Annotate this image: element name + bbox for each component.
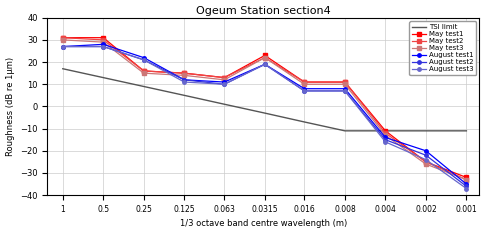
- TSI limit: [301, 121, 307, 123]
- August test2: [261, 63, 267, 66]
- August test2: [463, 185, 469, 188]
- TSI limit: [422, 129, 428, 132]
- August test2: [301, 90, 307, 92]
- August test2: [60, 45, 65, 48]
- August test2: [382, 138, 388, 141]
- May test2: [181, 72, 187, 75]
- August test2: [181, 78, 187, 81]
- August test1: [60, 45, 65, 48]
- May test3: [261, 56, 267, 59]
- May test2: [261, 56, 267, 59]
- August test1: [463, 183, 469, 186]
- May test3: [422, 163, 428, 165]
- August test1: [261, 63, 267, 66]
- TSI limit: [463, 129, 469, 132]
- August test1: [301, 87, 307, 90]
- Legend: TSI limit, May test1, May test2, May test3, August test1, August test2, August t: TSI limit, May test1, May test2, May tes…: [408, 21, 475, 75]
- May test2: [140, 69, 146, 72]
- Title: Ogeum Station section4: Ogeum Station section4: [196, 6, 330, 15]
- May test2: [422, 161, 428, 163]
- May test2: [60, 36, 65, 39]
- Line: May test3: May test3: [61, 38, 467, 181]
- August test1: [341, 87, 347, 90]
- May test1: [422, 161, 428, 163]
- May test3: [221, 78, 227, 81]
- August test1: [221, 81, 227, 84]
- May test3: [60, 39, 65, 41]
- May test1: [221, 76, 227, 79]
- May test2: [221, 76, 227, 79]
- May test1: [382, 129, 388, 132]
- August test3: [221, 83, 227, 86]
- TSI limit: [341, 129, 347, 132]
- May test2: [100, 39, 106, 41]
- X-axis label: 1/3 octave band centre wavelength (m): 1/3 octave band centre wavelength (m): [180, 219, 347, 228]
- Line: TSI limit: TSI limit: [62, 69, 466, 131]
- August test3: [60, 45, 65, 48]
- May test2: [301, 81, 307, 84]
- Line: May test2: May test2: [61, 36, 467, 181]
- TSI limit: [181, 94, 187, 97]
- August test3: [422, 158, 428, 161]
- May test2: [341, 81, 347, 84]
- August test2: [100, 45, 106, 48]
- May test3: [341, 83, 347, 86]
- May test2: [382, 132, 388, 135]
- TSI limit: [382, 129, 388, 132]
- May test3: [181, 74, 187, 77]
- August test1: [140, 56, 146, 59]
- August test3: [100, 45, 106, 48]
- May test1: [100, 36, 106, 39]
- TSI limit: [100, 76, 106, 79]
- May test1: [261, 54, 267, 57]
- May test2: [463, 178, 469, 181]
- TSI limit: [140, 85, 146, 88]
- August test2: [341, 90, 347, 92]
- May test1: [463, 176, 469, 179]
- August test3: [301, 90, 307, 92]
- May test1: [301, 81, 307, 84]
- May test3: [100, 41, 106, 44]
- Line: May test1: May test1: [61, 36, 467, 179]
- May test1: [341, 81, 347, 84]
- August test1: [422, 149, 428, 152]
- August test3: [463, 187, 469, 190]
- May test1: [60, 36, 65, 39]
- TSI limit: [60, 67, 65, 70]
- August test3: [261, 63, 267, 66]
- August test1: [181, 78, 187, 81]
- August test2: [140, 58, 146, 61]
- May test3: [463, 178, 469, 181]
- August test3: [140, 58, 146, 61]
- August test3: [341, 90, 347, 92]
- May test3: [140, 72, 146, 75]
- TSI limit: [221, 103, 227, 106]
- August test3: [382, 141, 388, 143]
- May test3: [301, 83, 307, 86]
- Line: August test3: August test3: [61, 45, 467, 190]
- Line: August test1: August test1: [61, 43, 467, 186]
- August test1: [382, 136, 388, 139]
- May test3: [382, 134, 388, 137]
- May test1: [181, 72, 187, 75]
- August test3: [181, 81, 187, 84]
- August test2: [422, 154, 428, 157]
- August test2: [221, 83, 227, 86]
- May test1: [140, 69, 146, 72]
- Y-axis label: Roughness (dB re 1μm): Roughness (dB re 1μm): [5, 57, 15, 156]
- Line: August test2: August test2: [61, 45, 467, 188]
- TSI limit: [261, 112, 267, 114]
- August test1: [100, 43, 106, 46]
